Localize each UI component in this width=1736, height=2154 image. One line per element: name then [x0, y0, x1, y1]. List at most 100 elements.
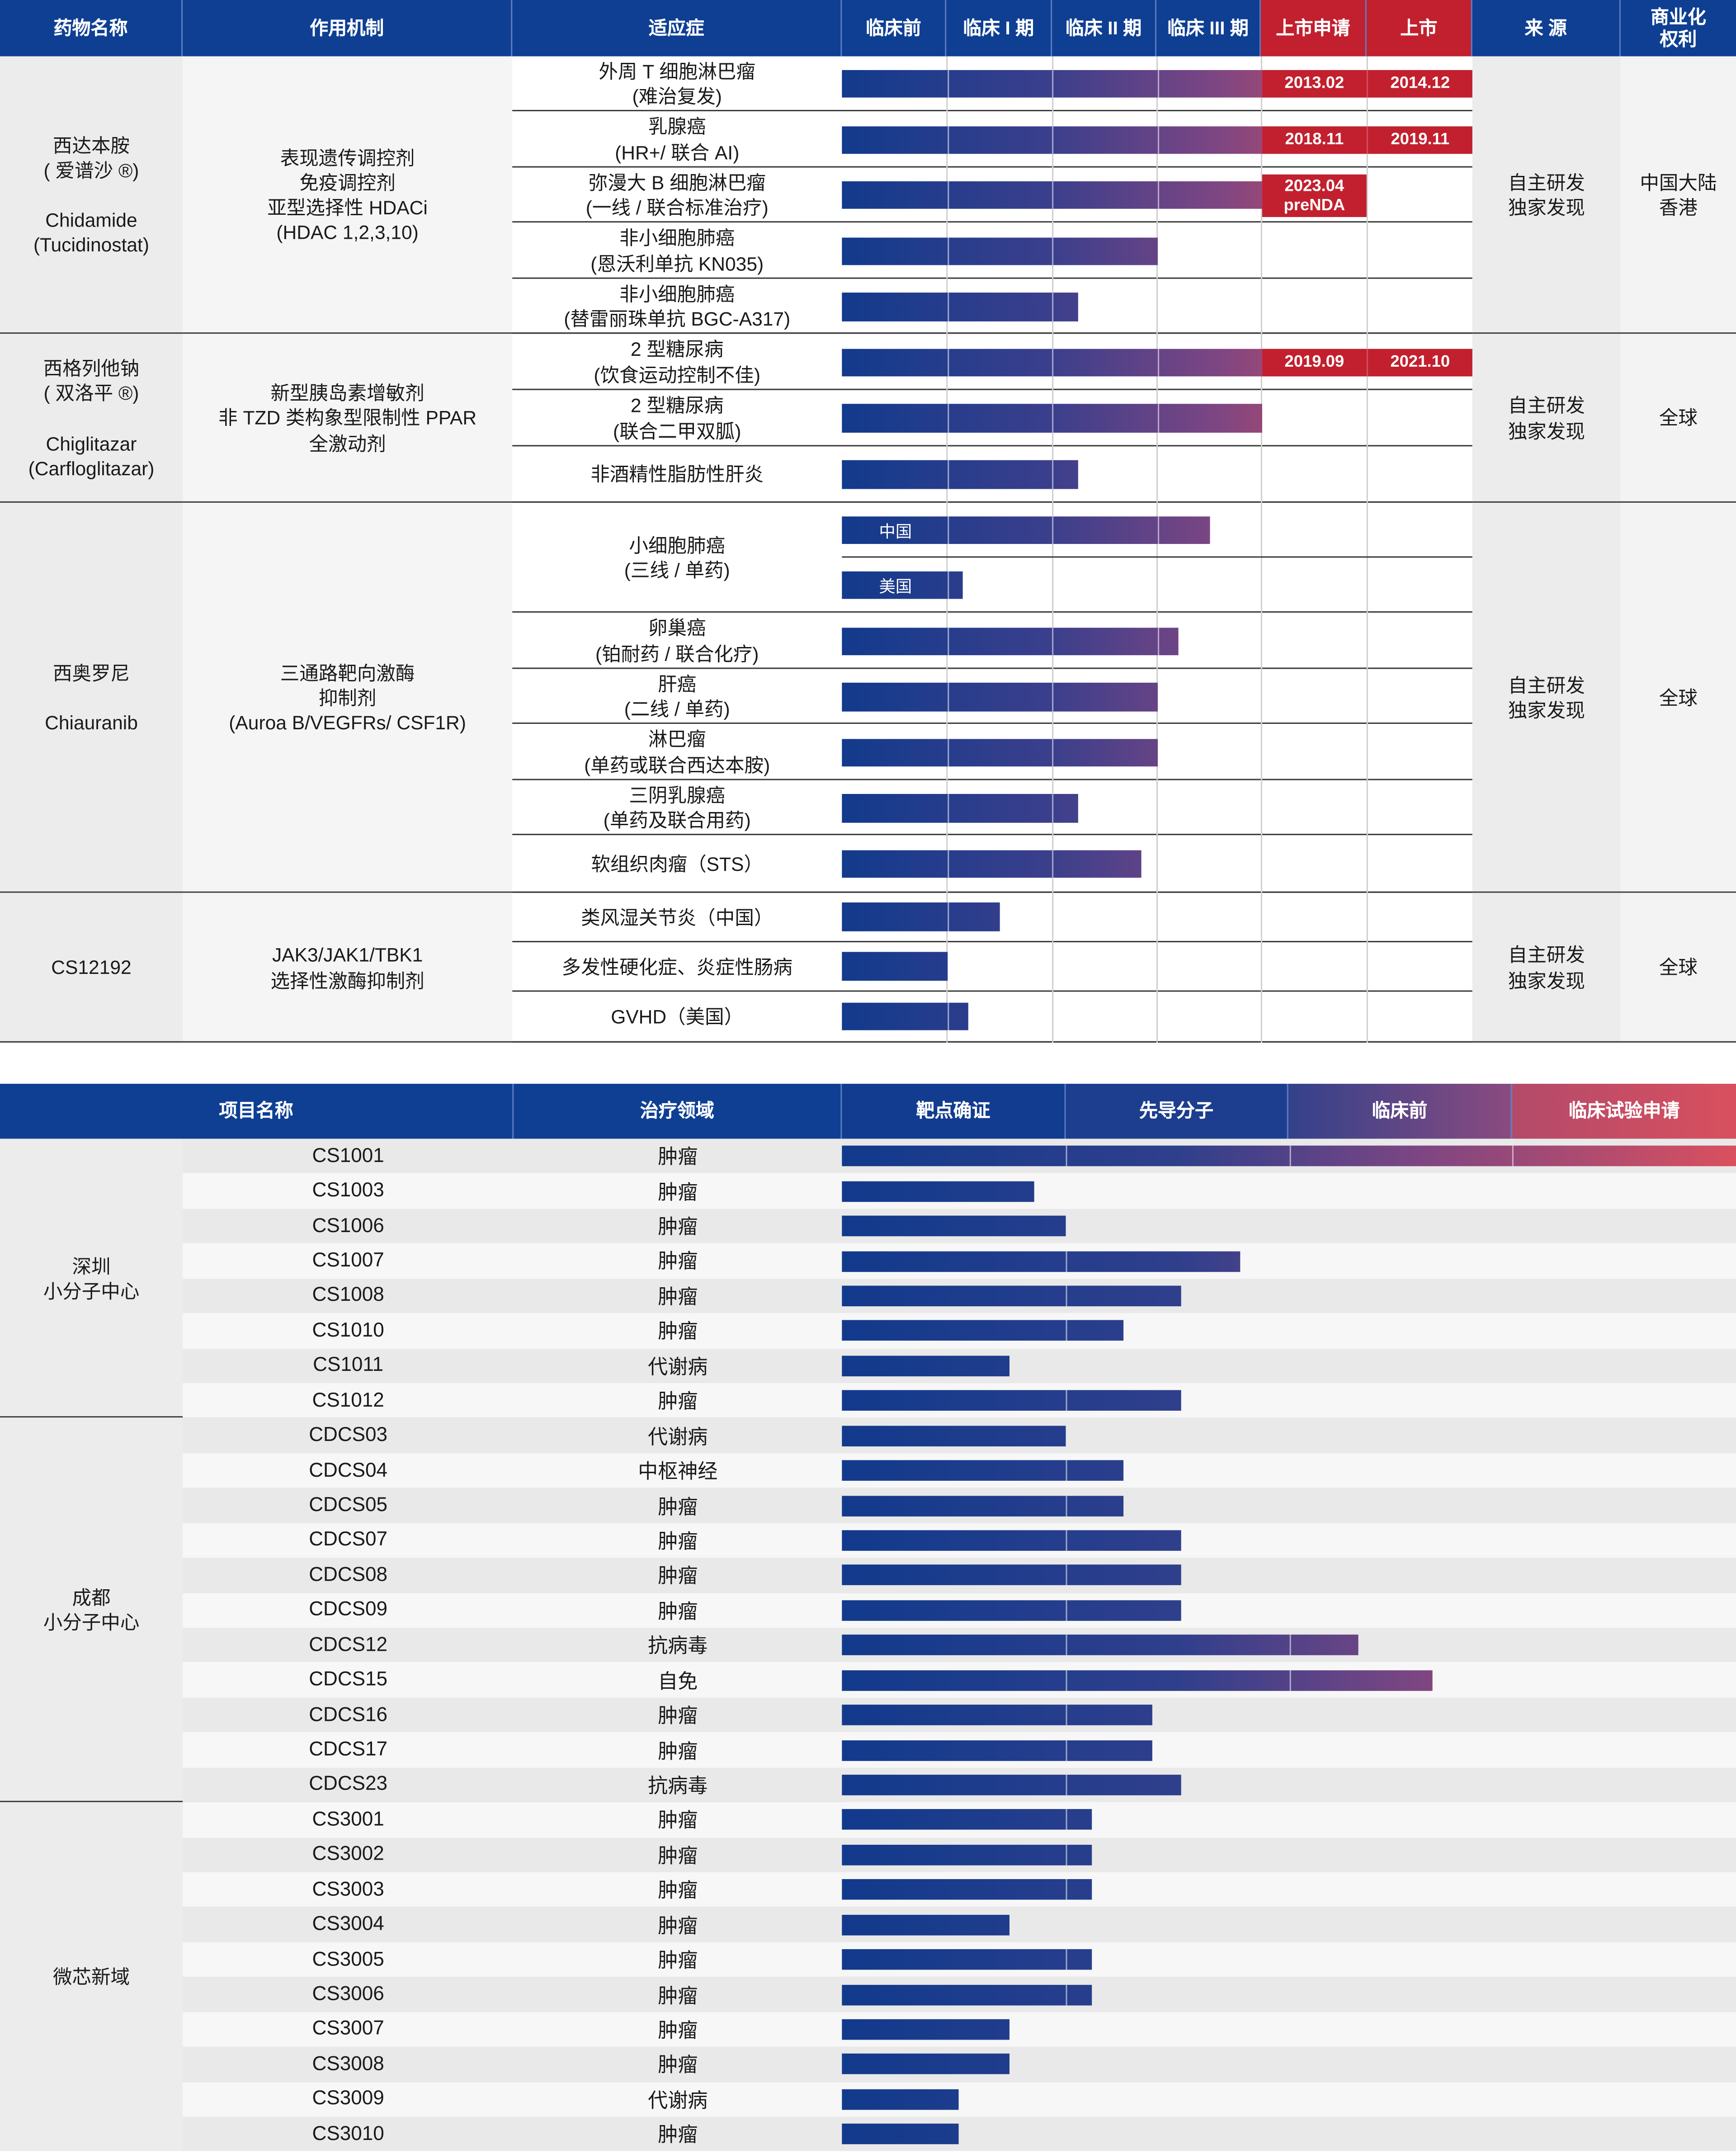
bar-stage-tick	[1065, 1251, 1067, 1271]
bar-stage-tick	[947, 739, 948, 767]
indication-label: 肝癌 (二线 / 单药)	[624, 673, 730, 720]
approval-date-badge: 2018.11	[1262, 126, 1367, 154]
project-name: CS3004	[312, 1913, 384, 1936]
project-name: CDCS12	[309, 1634, 388, 1656]
pipeline-bar	[842, 293, 1079, 321]
region-label-usa: 美国	[879, 576, 912, 595]
pipeline-bar	[842, 2054, 1010, 2075]
project-name: CS1008	[312, 1285, 384, 1307]
indication-label: 2 型糖尿病 (联合二甲双胍)	[613, 394, 741, 442]
therapy-area: 肿瘤	[658, 1392, 698, 1414]
therapy-area: 肿瘤	[658, 1182, 698, 1205]
approval-date-badge: 2019.11	[1368, 126, 1472, 154]
bar-stage-tick	[1052, 237, 1054, 265]
approval-date-badge: 2013.02	[1262, 70, 1367, 98]
bar-stage-tick	[947, 460, 948, 489]
center-label: 深圳 小分子中心	[0, 1138, 183, 1418]
bar-stage-tick	[1289, 1634, 1291, 1656]
therapy-area: 抗病毒	[648, 1636, 708, 1658]
header-therapy-area: 治疗领域	[514, 1083, 842, 1139]
bar-stage-tick	[1065, 1984, 1067, 2005]
therapy-area: 肿瘤	[658, 2055, 698, 2078]
bar-stage-tick	[947, 1002, 948, 1030]
pipeline-bar	[842, 1739, 1153, 1761]
bar-stage-tick	[1065, 1285, 1067, 1306]
indication-label: 类风湿关节炎（中国）	[581, 906, 774, 929]
bar-stage-tick	[1065, 1634, 1067, 1656]
mechanism-cell: JAK3/JAK1/TBK1 选择性激酶抑制剂	[183, 893, 513, 1043]
project-name: CS3008	[312, 2053, 384, 2076]
pipeline-bar	[842, 850, 1142, 878]
pipeline-bar	[842, 739, 1157, 767]
therapy-area: 肿瘤	[658, 1951, 698, 1973]
project-name: CS1003	[312, 1180, 384, 1202]
row-divider	[512, 332, 1472, 334]
therapy-area: 肿瘤	[658, 1846, 698, 1868]
bar-stage-tick	[1065, 1530, 1067, 1551]
row-divider	[512, 611, 1472, 613]
indication-label: 小细胞肺癌 (三线 / 单药)	[624, 534, 730, 581]
row-divider	[512, 110, 1472, 112]
rights-cell: 全球	[1620, 893, 1736, 1043]
therapy-area: 抗病毒	[648, 1776, 708, 1798]
row-divider	[512, 941, 1472, 943]
indication-label: 弥漫大 B 细胞淋巴瘤 (一线 / 联合标准治疗)	[585, 171, 769, 219]
row-divider	[512, 221, 1472, 223]
indication-label: GVHD（美国）	[611, 1006, 744, 1028]
header-stage: 靶点确证	[842, 1083, 1066, 1139]
table-row	[183, 2116, 1736, 2152]
pipeline-bar	[842, 571, 963, 599]
pipeline-bar	[842, 2124, 958, 2145]
pipeline-bar	[842, 2019, 1010, 2040]
therapy-area: 肿瘤	[658, 1985, 698, 2008]
pipeline-bar	[842, 1390, 1182, 1411]
therapy-area: 代谢病	[648, 2090, 708, 2112]
pipeline-bar	[842, 1565, 1182, 1586]
indication-label: 非酒精性脂肪性肝炎	[590, 463, 764, 486]
pipeline-bar	[842, 1181, 1034, 1202]
pipeline-bar	[842, 1285, 1182, 1306]
bar-stage-tick	[947, 902, 948, 931]
bar-stage-tick	[947, 126, 948, 154]
row-divider	[512, 667, 1472, 669]
center-label: 成都 小分子中心	[0, 1418, 183, 1803]
rights-cell: 中国大陆 香港	[1620, 56, 1736, 334]
header-phase1: 临床 I 期	[946, 0, 1052, 57]
bar-stage-tick	[947, 850, 948, 878]
indication-label: 非小细胞肺癌 (替雷丽珠单抗 BGC-A317)	[564, 283, 791, 330]
bar-stage-tick	[947, 794, 948, 823]
bar-stage-tick	[1512, 1146, 1514, 1167]
bar-stage-tick	[1052, 126, 1054, 154]
project-name: CS3002	[312, 1843, 384, 1866]
pipeline-bar	[842, 1320, 1124, 1342]
stage-gridline	[1052, 56, 1054, 1043]
pipeline-bar	[842, 1460, 1124, 1481]
bar-stage-tick	[1065, 1844, 1067, 1866]
row-divider	[512, 990, 1472, 992]
drug-name-cell: CS12192	[0, 893, 183, 1043]
row-divider	[512, 277, 1472, 279]
approval-date-badge: 2019.09	[1262, 349, 1367, 377]
header-phase2: 临床 II 期	[1052, 0, 1156, 57]
source-cell: 自主研发 独家发现	[1472, 502, 1621, 893]
project-name: CS3010	[312, 2123, 384, 2145]
bar-stage-tick	[1065, 1670, 1067, 1691]
indication-label: 卵巢癌 (铂耐药 / 联合化疗)	[595, 617, 759, 664]
project-name: CS3001	[312, 1809, 384, 1831]
project-name: CS3006	[312, 1983, 384, 2006]
therapy-area: 代谢病	[648, 1356, 708, 1379]
pipeline-bar	[842, 1809, 1093, 1830]
therapy-area: 中枢神经	[638, 1461, 718, 1484]
approval-date-badge: 2023.04 preNDA	[1262, 174, 1367, 217]
stage-gridline	[1366, 56, 1368, 1043]
bar-stage-tick	[1052, 349, 1054, 377]
bar-stage-tick	[1052, 293, 1054, 321]
project-name: CDCS23	[309, 1774, 388, 1796]
source-cell: 自主研发 独家发现	[1472, 56, 1621, 334]
bar-stage-tick	[1065, 1774, 1067, 1795]
approval-date-badge: 2014.12	[1368, 70, 1472, 98]
rights-cell: 全球	[1620, 334, 1736, 503]
project-name: CS3003	[312, 1879, 384, 1901]
project-name: CDCS03	[309, 1424, 388, 1447]
